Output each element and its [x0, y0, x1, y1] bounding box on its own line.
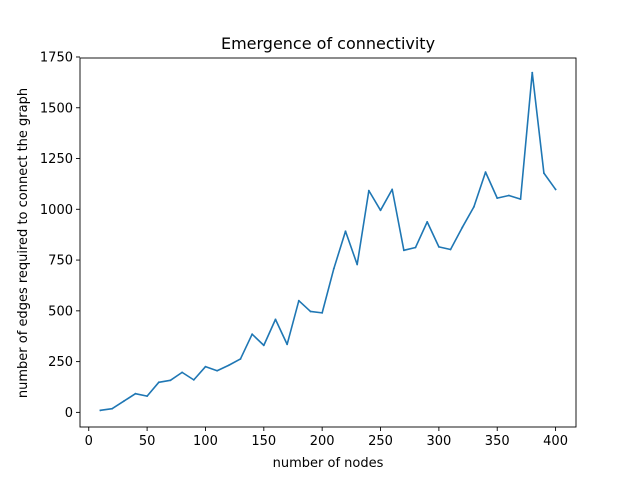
data-point — [496, 197, 499, 200]
data-point — [251, 333, 254, 336]
data-point — [391, 188, 394, 191]
axes-frame — [79, 57, 577, 428]
data-point — [262, 344, 265, 347]
x-tick-label: 300 — [426, 434, 451, 449]
data-point — [286, 343, 289, 346]
data-point — [204, 365, 207, 368]
x-tick-label: 250 — [368, 434, 393, 449]
data-point — [297, 299, 300, 302]
y-tick-label: 500 — [48, 304, 73, 319]
data-point — [367, 189, 370, 192]
data-point — [437, 245, 440, 248]
data-point — [379, 209, 382, 212]
data-point — [531, 71, 534, 74]
data-point — [111, 407, 113, 410]
data-point — [146, 395, 149, 398]
data-point — [332, 267, 335, 270]
x-tick-label: 150 — [251, 434, 276, 449]
y-tick-label: 1250 — [40, 152, 73, 167]
y-tick-label: 0 — [65, 406, 73, 421]
x-axis-label: number of nodes — [273, 456, 384, 471]
data-point — [484, 171, 487, 174]
data-point — [426, 220, 429, 223]
data-point — [239, 358, 242, 360]
data-point — [216, 369, 219, 372]
data-point — [414, 246, 417, 249]
data-point — [99, 409, 102, 412]
data-point — [227, 364, 230, 367]
x-tick-label: 0 — [85, 434, 93, 449]
data-point — [507, 194, 510, 197]
data-point — [157, 381, 160, 384]
x-tick-label: 50 — [139, 434, 156, 449]
series-line-0 — [99, 71, 557, 412]
y-axis-label: number of edges required to connect the … — [16, 88, 31, 398]
data-point — [181, 371, 184, 374]
data-point — [309, 310, 312, 313]
data-point — [274, 318, 277, 321]
data-point — [402, 249, 405, 252]
data-point — [461, 226, 464, 229]
x-tick-label: 200 — [310, 434, 335, 449]
data-point — [519, 198, 522, 201]
data-point — [122, 400, 125, 403]
x-tick-label: 400 — [543, 434, 568, 449]
data-point — [192, 378, 195, 381]
y-tick-label: 1750 — [40, 50, 73, 65]
y-tick-label: 1500 — [40, 101, 73, 116]
y-tick-label: 250 — [48, 355, 73, 370]
x-tick-label: 350 — [485, 434, 510, 449]
data-point — [472, 205, 475, 208]
data-point — [169, 379, 172, 382]
data-point — [321, 311, 324, 314]
x-tick-label: 100 — [193, 434, 218, 449]
data-point — [554, 188, 557, 191]
data-point — [543, 172, 545, 175]
data-point — [344, 230, 347, 233]
chart-title: Emergence of connectivity — [221, 34, 435, 53]
plot-area: 0 50 100 150 200 250 300 350 400 0 250 500 750 1000 12… — [40, 50, 577, 449]
data-point — [449, 248, 452, 251]
data-point — [134, 392, 137, 395]
data-point — [356, 263, 359, 266]
y-tick-label: 1000 — [40, 203, 73, 218]
y-tick-label: 750 — [48, 254, 73, 269]
